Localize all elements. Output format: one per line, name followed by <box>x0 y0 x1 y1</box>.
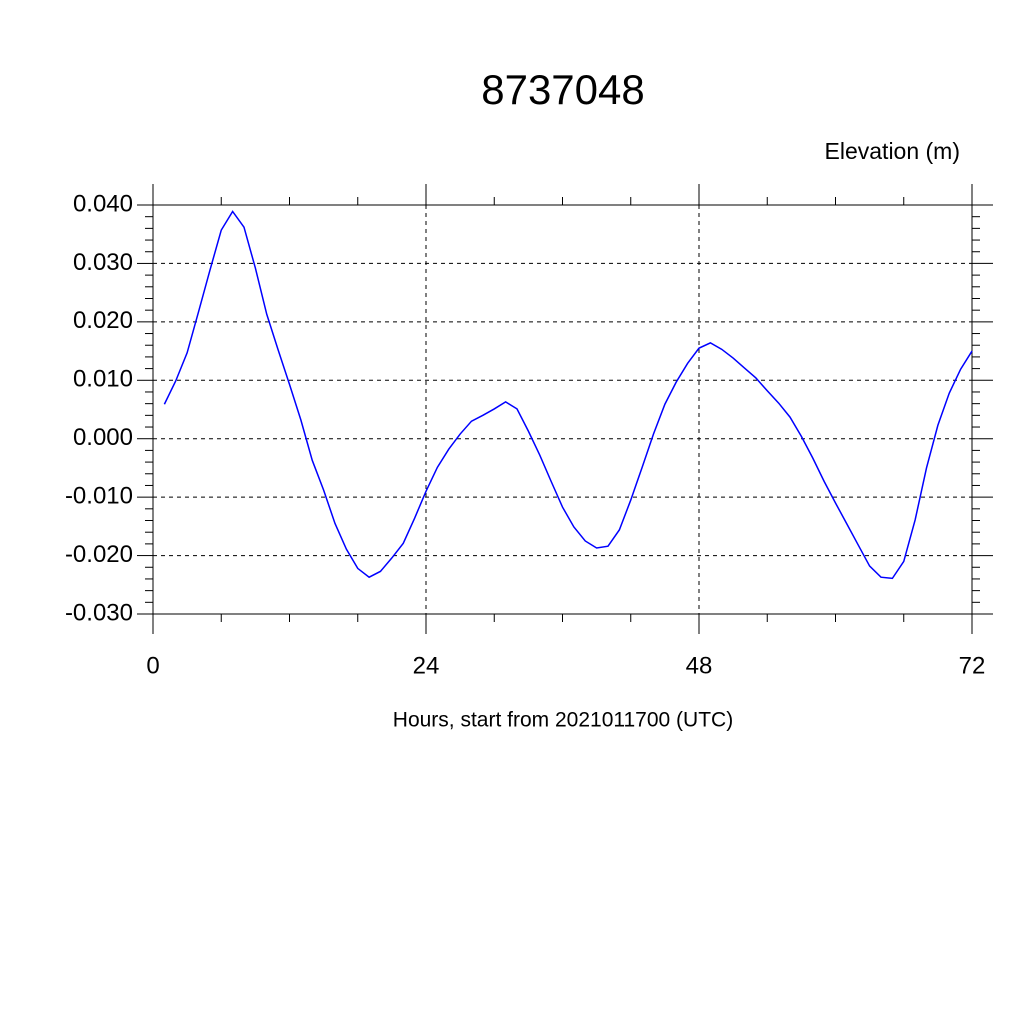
x-tick-label: 24 <box>413 652 440 679</box>
y-tick-label: 0.010 <box>73 366 133 393</box>
x-tick-label: 48 <box>686 652 713 679</box>
x-tick-label: 72 <box>959 652 986 679</box>
y-tick-label: 0.040 <box>73 190 133 217</box>
y-tick-label: -0.030 <box>65 599 133 626</box>
x-tick-label: 0 <box>146 652 159 679</box>
x-axis-label: Hours, start from 2021011700 (UTC) <box>393 709 733 732</box>
chart-title: 8737048 <box>481 66 645 113</box>
data-line <box>163 210 973 580</box>
y-tick-label: -0.020 <box>65 541 133 568</box>
y-axis-label: Elevation (m) <box>825 138 960 164</box>
y-tick-label: 0.020 <box>73 307 133 334</box>
y-tick-label: 0.000 <box>73 424 133 451</box>
plot-frame <box>152 204 973 615</box>
y-tick-label: -0.010 <box>65 482 133 509</box>
y-tick-label: 0.030 <box>73 249 133 276</box>
